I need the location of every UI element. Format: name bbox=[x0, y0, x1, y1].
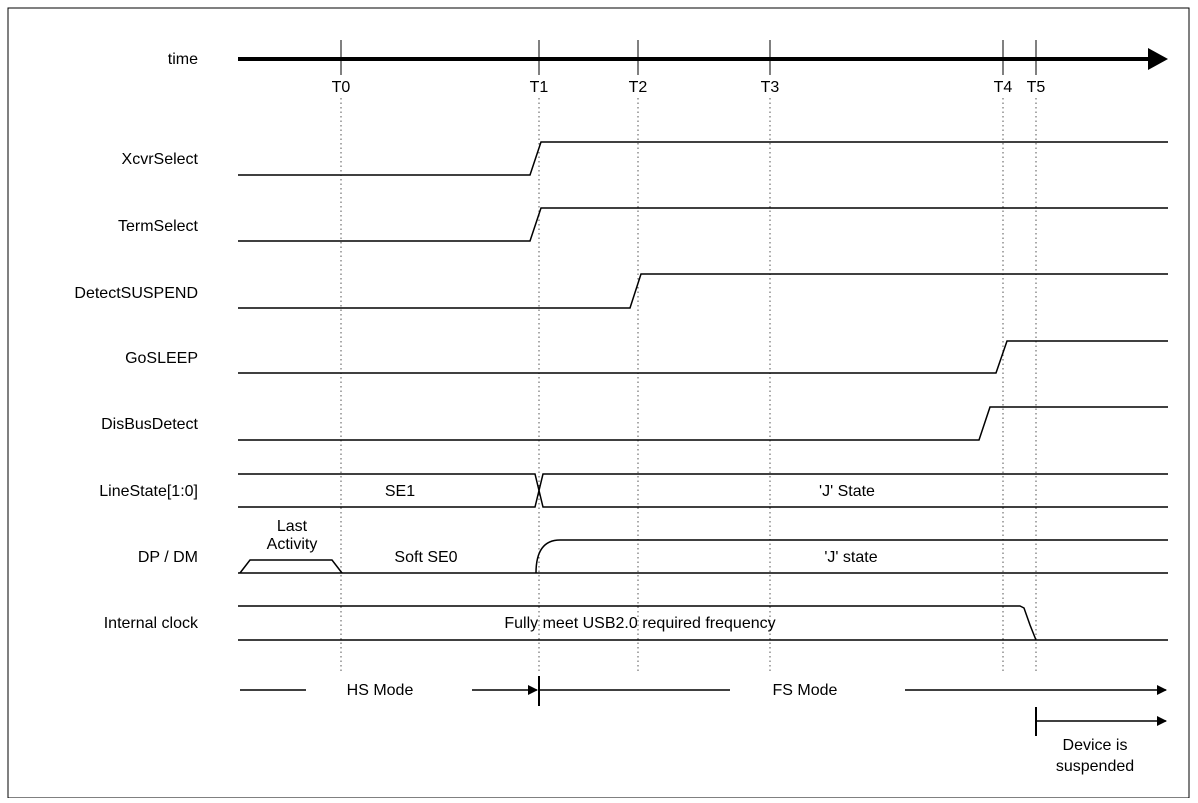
time-axis-label: time bbox=[168, 51, 198, 68]
waveform-linestate-high bbox=[238, 473, 1168, 508]
last-activity-label-line1: Last bbox=[277, 518, 308, 535]
fs-mode-label: FS Mode bbox=[773, 682, 838, 699]
waveform-disbusdetect bbox=[238, 406, 1168, 441]
tick-label-t3: T3 bbox=[761, 79, 780, 96]
tick-label-t1: T1 bbox=[530, 79, 549, 96]
tick-label-t5: T5 bbox=[1027, 79, 1046, 96]
waveform-dpdm-high bbox=[535, 539, 1168, 574]
linestate-j-label: 'J' State bbox=[819, 483, 875, 500]
signal-name-detectsuspend: DetectSUSPEND bbox=[74, 285, 198, 302]
device-suspended-label-line1: Device is bbox=[1063, 737, 1128, 754]
waveform-termselect bbox=[238, 207, 1168, 242]
hs-mode-label: HS Mode bbox=[347, 682, 414, 699]
diagram-border bbox=[7, 7, 1190, 799]
time-guides bbox=[340, 98, 1037, 672]
tick-labels: T0 T1 T2 T3 T4 T5 bbox=[332, 79, 1046, 96]
linestate-se1-label: SE1 bbox=[385, 483, 415, 500]
clock-frequency-note: Fully meet USB2.0 required frequency bbox=[504, 615, 775, 632]
last-activity-label-line2: Activity bbox=[267, 536, 318, 553]
signal-names: XcvrSelect TermSelect DetectSUSPEND GoSL… bbox=[74, 151, 199, 632]
signal-name-dpdm: DP / DM bbox=[138, 549, 198, 566]
waveform-internal-clock bbox=[238, 605, 1168, 641]
waveform-detectsuspend bbox=[238, 273, 1168, 309]
tick-label-t2: T2 bbox=[629, 79, 648, 96]
bus-value-labels: SE1 'J' State Last Activity Soft SE0 'J'… bbox=[267, 483, 878, 632]
waveform-dpdm-last-activity bbox=[239, 559, 343, 574]
waveform-linestate-low bbox=[238, 473, 1168, 508]
signal-name-xcvrselect: XcvrSelect bbox=[122, 151, 199, 168]
waveforms bbox=[238, 141, 1168, 641]
device-suspended-label-line2: suspended bbox=[1056, 758, 1134, 775]
dpdm-soft-se0-label: Soft SE0 bbox=[394, 549, 457, 566]
tick-label-t0: T0 bbox=[332, 79, 351, 96]
signal-name-internal-clock: Internal clock bbox=[104, 615, 199, 632]
waveform-gosleep bbox=[238, 340, 1168, 374]
tick-label-t4: T4 bbox=[994, 79, 1013, 96]
signal-name-linestate: LineState[1:0] bbox=[99, 483, 198, 500]
waveform-xcvrselect bbox=[238, 141, 1168, 176]
dpdm-j-label: 'J' state bbox=[824, 549, 877, 566]
signal-name-disbusdetect: DisBusDetect bbox=[101, 416, 198, 433]
time-ticks bbox=[340, 40, 1037, 75]
signal-name-termselect: TermSelect bbox=[118, 218, 199, 235]
signal-name-gosleep: GoSLEEP bbox=[125, 350, 198, 367]
mode-annotations: HS Mode FS Mode Device is suspended bbox=[240, 676, 1167, 775]
time-axis-arrowhead bbox=[1148, 48, 1168, 70]
